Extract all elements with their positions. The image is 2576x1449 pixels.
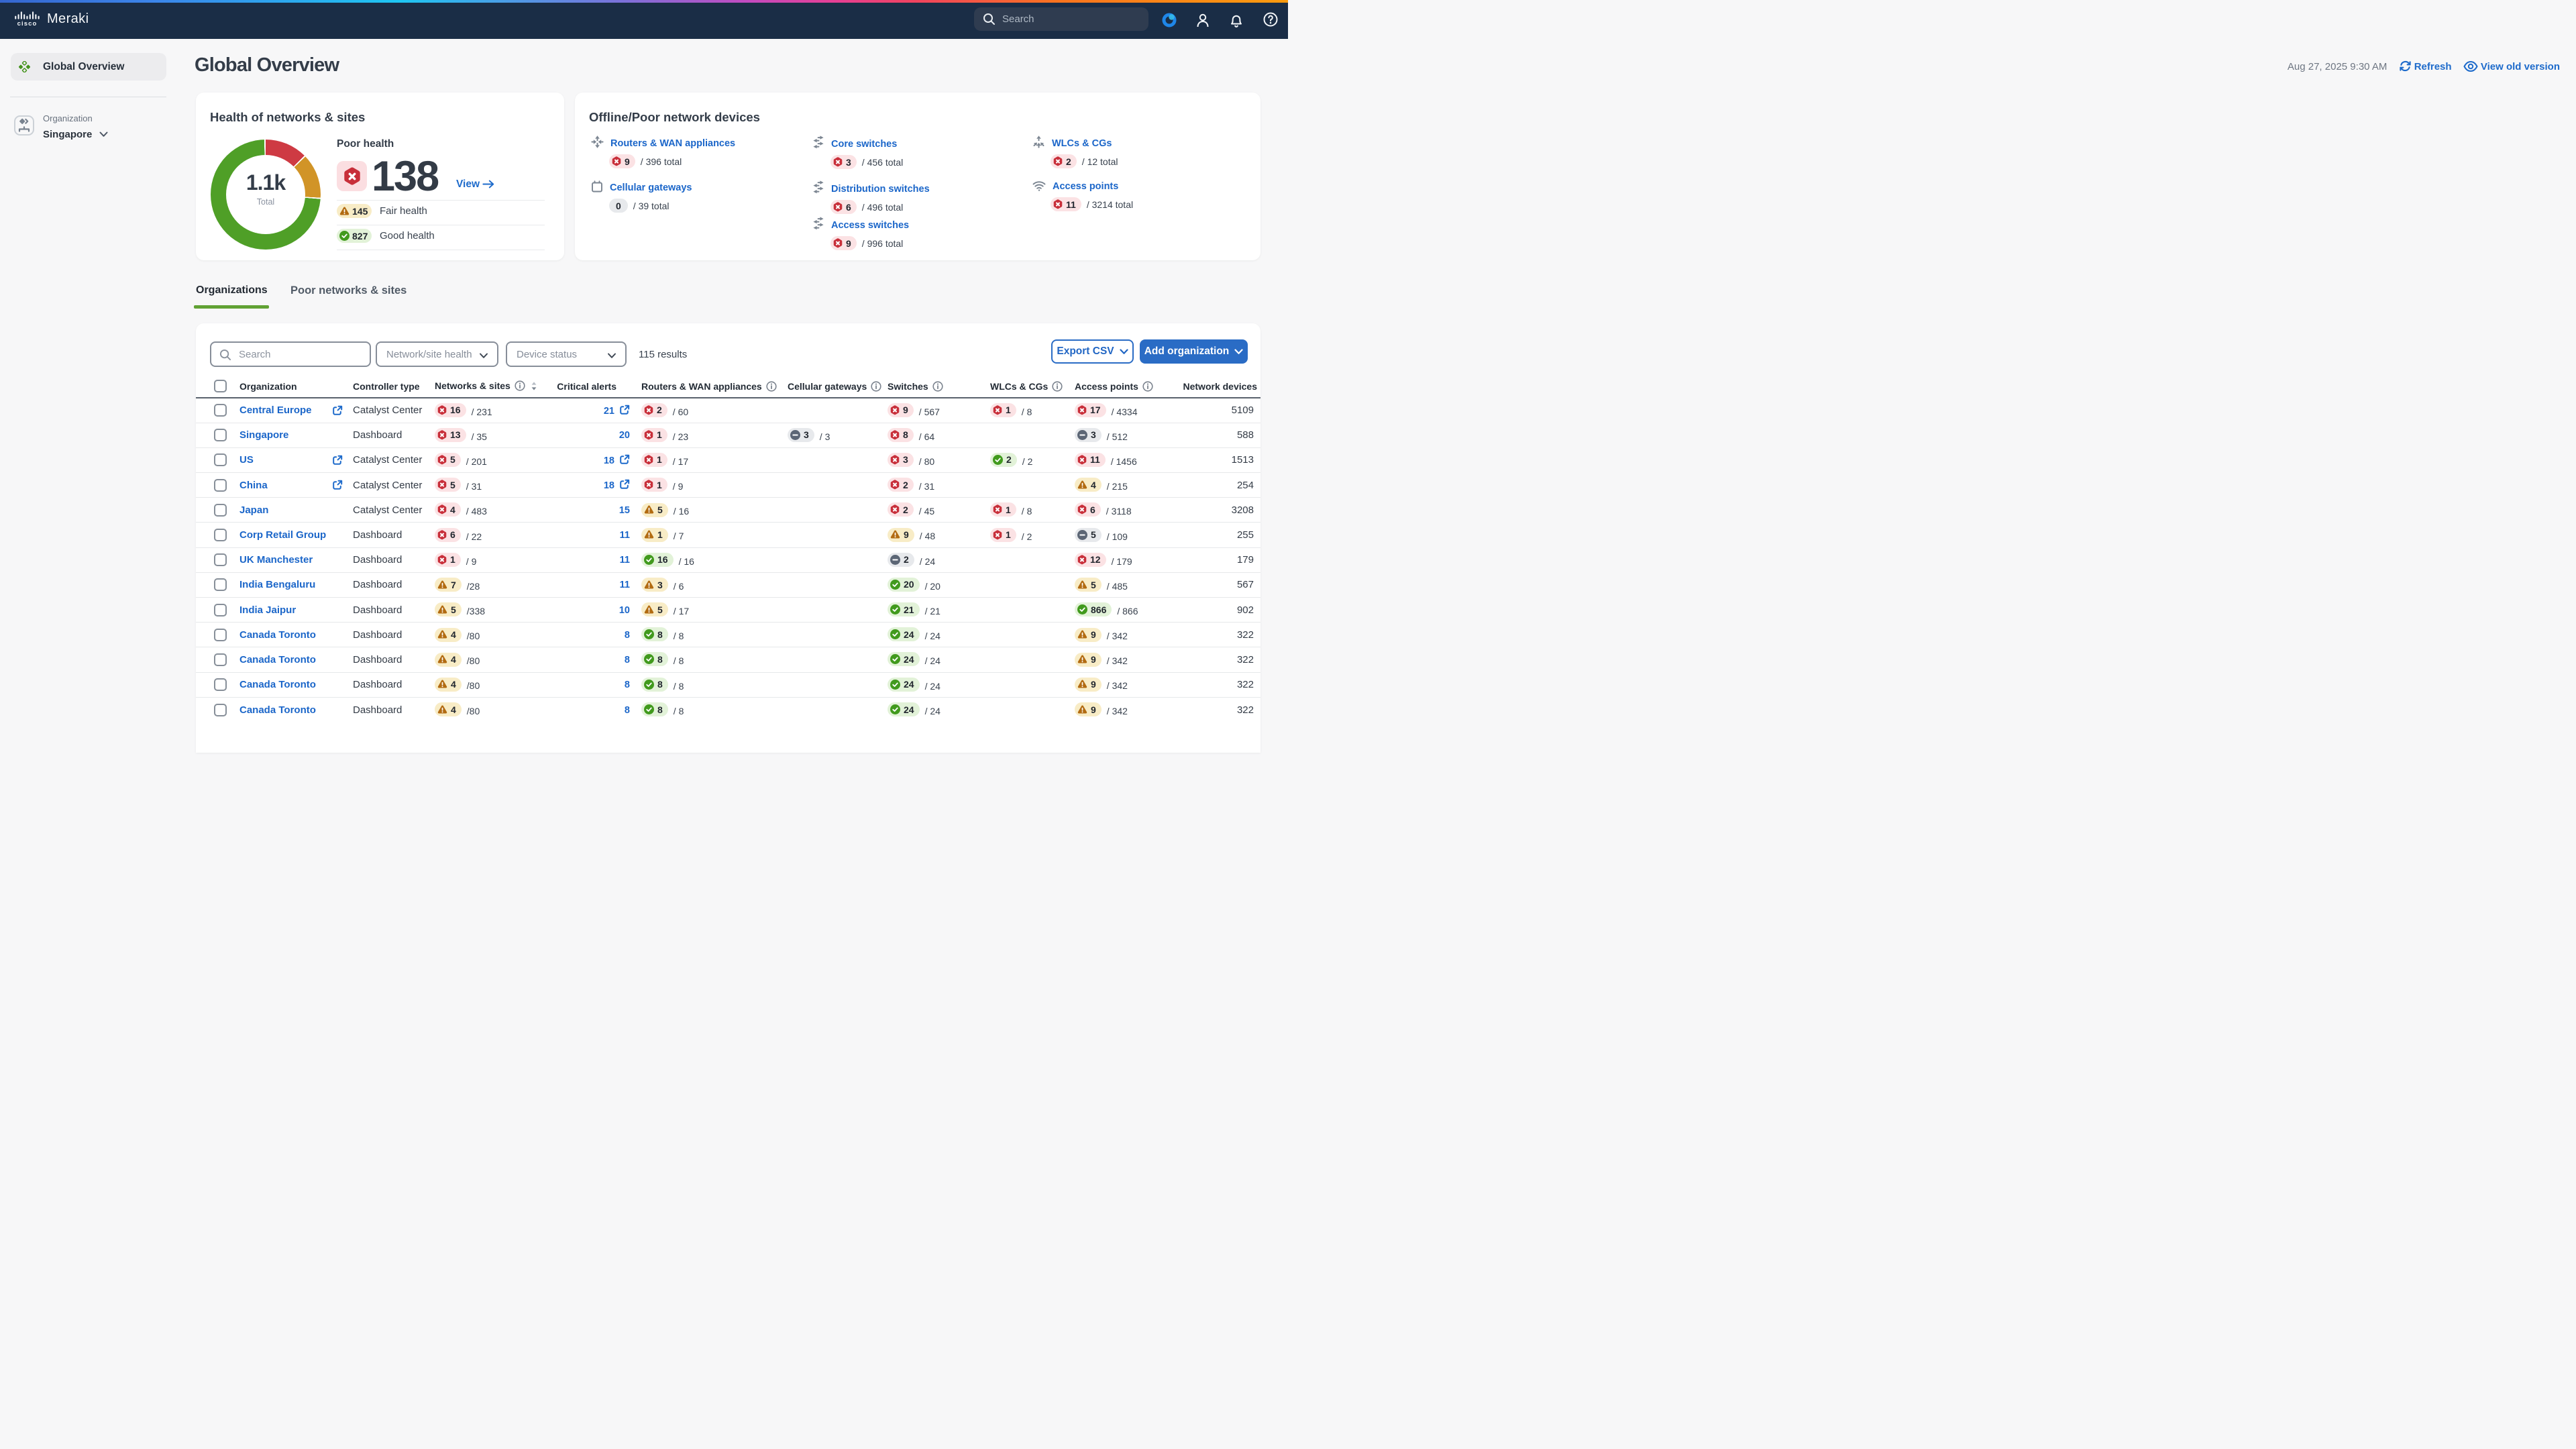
svg-text:cisco: cisco	[17, 20, 38, 26]
